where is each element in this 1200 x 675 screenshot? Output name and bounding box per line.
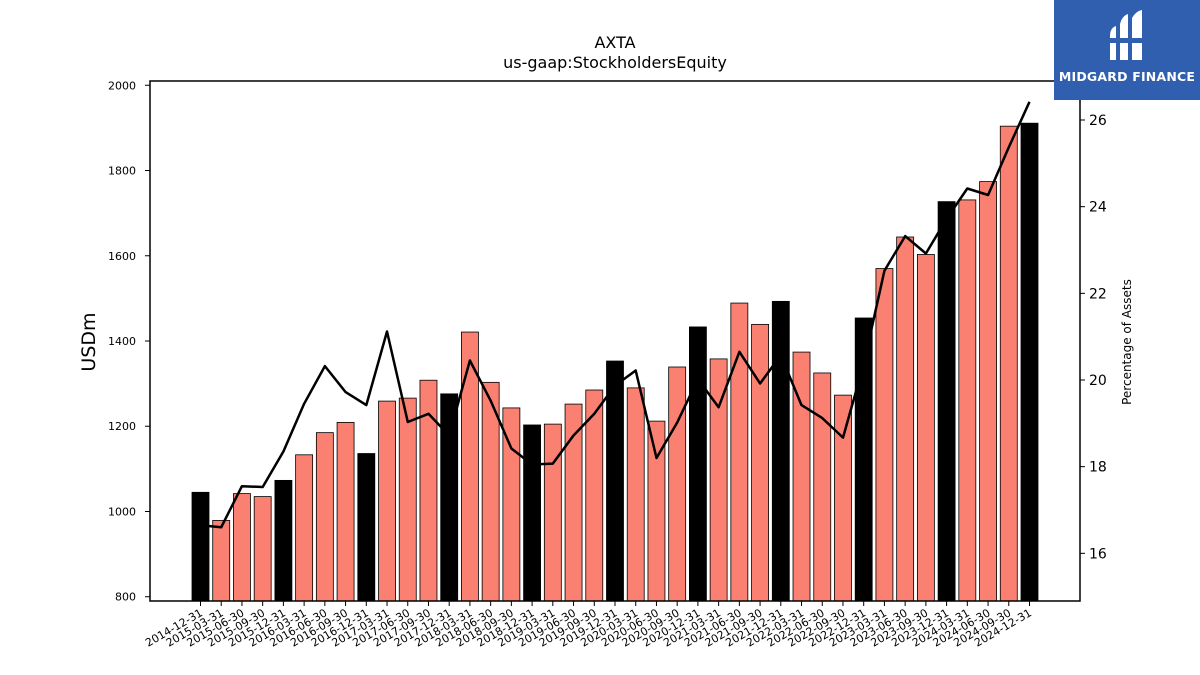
y2-tick-label: 20 [1089,373,1107,389]
chart-title: AXTA [594,33,635,52]
bar [543,423,562,602]
bar [564,403,583,602]
y-tick-label: 1400 [108,335,136,348]
bar [315,432,334,602]
y-tick-label: 800 [115,591,136,604]
bar [730,302,749,602]
percentage-line [200,101,1031,529]
bar [896,236,915,602]
bar [440,393,459,602]
y-tick-label: 2000 [108,79,136,92]
y2-tick-label: 24 [1089,200,1107,216]
bar [709,358,728,602]
bar [751,323,769,602]
chart-subtitle: us-gaap:StockholdersEquity [503,53,727,72]
bar [191,491,210,602]
bar [875,268,894,602]
y-tick-label: 1200 [108,420,136,433]
y-tick-label: 1000 [108,505,136,518]
bar [398,397,417,602]
y-tick-label: 1600 [108,250,136,263]
bar [295,454,314,602]
y-axis-label: USDm [78,312,100,371]
midgard-logo-icon [1108,10,1144,60]
bar [336,422,355,602]
bar [999,125,1018,602]
bar [357,453,376,602]
bar [626,387,645,602]
bar [771,300,790,602]
bar [979,181,997,602]
logo-text: MIDGARD FINANCE [1058,69,1196,84]
bar [813,372,832,602]
bar [668,366,687,602]
bar [958,199,977,602]
bar [937,201,956,602]
bar [274,479,293,602]
y2-tick-label: 18 [1089,460,1107,476]
bar [606,360,624,602]
bar [233,493,251,602]
y2-tick-label: 16 [1089,546,1107,562]
y2-tick-label: 22 [1089,286,1107,302]
bar [1020,122,1039,602]
bar [523,424,541,602]
bar [212,520,231,602]
y-tick-label: 1800 [108,165,136,178]
bar [689,326,707,602]
y2-tick-label: 26 [1089,113,1107,129]
midgard-finance-logo: MIDGARD FINANCE [1054,0,1200,100]
bar [378,400,396,602]
bar [253,496,272,602]
y2-axis-label: Percentage of Assets [1120,279,1134,405]
bar [916,254,935,602]
bar [834,394,852,602]
